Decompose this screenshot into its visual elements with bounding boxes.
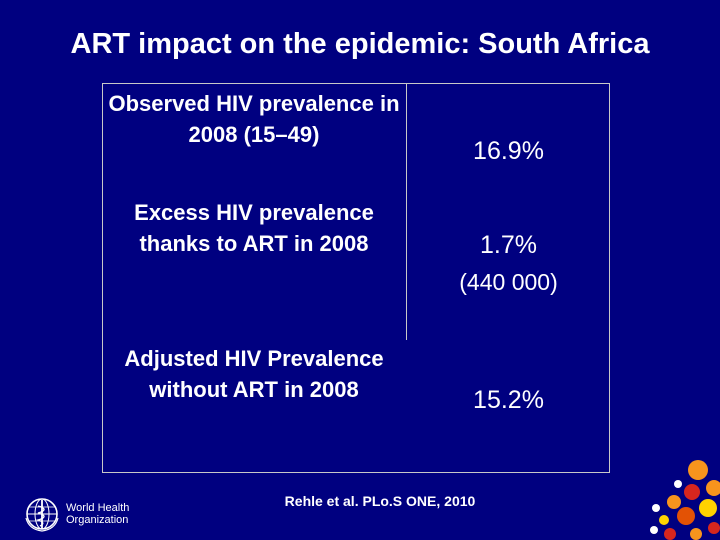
table-row-value: 16.9% [473,137,544,165]
data-table [102,83,610,473]
citation: Rehle et al. PLo.S ONE, 2010 [284,493,476,509]
decorative-dot [688,460,708,480]
decorative-dots [650,460,720,540]
who-logo-line1: World Health [66,502,130,514]
decorative-dot [684,484,700,500]
decorative-dot [667,495,681,509]
slide-title: ART impact on the epidemic: South Africa [70,28,650,60]
decorative-dot [650,526,658,534]
decorative-dot [664,528,676,540]
decorative-dot [652,504,660,512]
who-logo: World Health Organization [24,496,129,532]
who-emblem-icon [25,498,59,532]
table-row-value-group: 1.7% (440 000) [407,230,610,298]
table-row-label: Excess HIV prevalence thanks to ART in 2… [134,200,374,256]
decorative-dot [659,515,669,525]
decorative-dot [690,528,702,540]
decorative-dot [708,522,720,534]
who-logo-line2: Organization [66,514,129,526]
decorative-dot [677,507,695,525]
decorative-dot [699,499,717,517]
decorative-dot [706,480,720,496]
who-logo-text: World Health Organization [66,502,129,526]
decorative-dot [674,480,682,488]
table-row-value: 15.2% [473,386,544,414]
table-row-label: Adjusted HIV Prevalence without ART in 2… [124,346,384,402]
table-column-divider [406,83,407,340]
table-row-value: 1.7% [480,231,537,259]
table-row-subvalue: (440 000) [459,269,558,295]
table-row-label: Observed HIV prevalence in 2008 (15–49) [108,91,400,147]
